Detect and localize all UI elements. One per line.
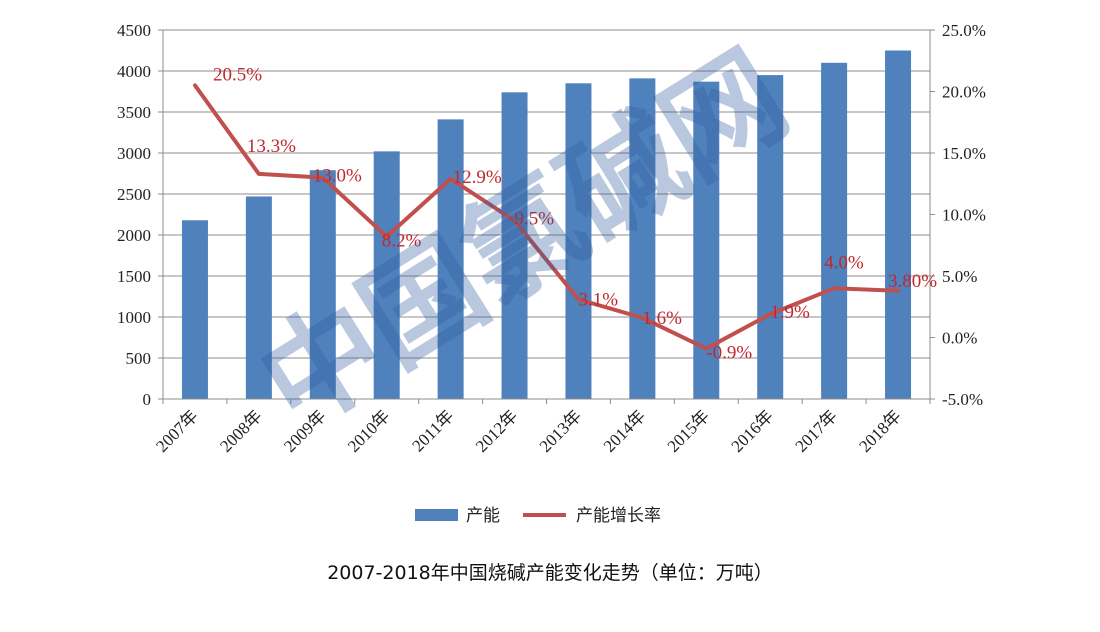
gridlines [163,29,930,400]
x-tick-label: 2012年 [472,406,521,455]
bar [565,83,592,400]
x-tick-label: 2013年 [536,406,585,455]
left-tick-label: 1000 [117,308,151,327]
chart-caption: 2007-2018年中国烧碱产能变化走势（单位：万吨） [327,562,773,584]
left-tick-label: 2000 [117,226,151,245]
x-tick-label: 2007年 [152,406,201,455]
legend: 产能 产能增长率 [415,506,661,526]
line-data-label: 12.9% [453,167,502,188]
bar [821,62,848,400]
line-data-label: 4.0% [824,252,864,273]
data-labels: 20.5% 13.3% 13.0% 8.2% 12.9% 9.5% 3.1% 1.6% -0.9… [213,64,937,363]
line-data-label: 1.6% [642,308,682,329]
x-tick-label: 2011年 [408,406,457,455]
left-tick-label: 4500 [117,21,151,40]
left-axis-ticks: 0 500 1000 1500 2000 2500 3000 3500 4000 4500 [117,21,163,409]
bar [501,92,528,399]
bar [309,170,336,399]
x-tick-label: 2008年 [216,406,265,455]
bar [757,75,784,399]
growth-line [192,83,901,351]
bar [629,78,656,399]
line-data-label: 3.1% [578,289,618,310]
x-tick-label: 2017年 [791,406,840,455]
right-tick-label: 20.0% [942,83,986,102]
line-data-label: 20.5% [213,64,262,85]
left-tick-label: 500 [126,349,152,368]
legend-label-capacity: 产能 [466,506,500,526]
right-tick-label: 25.0% [942,21,986,40]
x-tick-label: 2015年 [664,406,713,455]
left-tick-label: 3000 [117,144,151,163]
x-tick-label: 2016年 [728,406,777,455]
bar [437,119,464,399]
right-tick-label: 5.0% [942,267,977,286]
right-tick-label: -5.0% [942,390,983,409]
line-data-label: 8.2% [382,231,422,252]
line-data-label: 3.80% [888,271,937,292]
line-data-label: 1.9% [770,302,810,323]
line-data-label: 9.5% [515,209,555,230]
left-tick-label: 1500 [117,267,151,286]
right-tick-label: 15.0% [942,144,986,163]
x-axis-ticks: 2007年 2008年 2009年 2010年 2011年 2012年 2013年 2014年… [152,399,931,456]
bar-series [181,50,912,400]
left-tick-label: 0 [143,390,152,409]
bar [885,50,912,399]
line-data-label: 13.3% [247,136,296,157]
line-series [192,83,901,351]
x-tick-label: 2014年 [600,406,649,455]
right-tick-label: 0.0% [942,329,977,348]
legend-label-growth: 产能增长率 [576,506,661,526]
right-axis-ticks: -5.0% 0.0% 5.0% 10.0% 15.0% 20.0% 25.0% [930,21,986,409]
left-tick-label: 2500 [117,185,151,204]
x-tick-label: 2018年 [855,406,904,455]
bar [181,220,208,399]
left-tick-label: 3500 [117,103,151,122]
line-data-label: 13.0% [313,166,362,187]
bar [245,196,272,399]
legend-bar-swatch [415,509,458,521]
line-data-label: -0.9% [706,343,752,364]
bar [373,151,400,399]
right-tick-label: 10.0% [942,206,986,225]
left-tick-label: 4000 [117,62,151,81]
